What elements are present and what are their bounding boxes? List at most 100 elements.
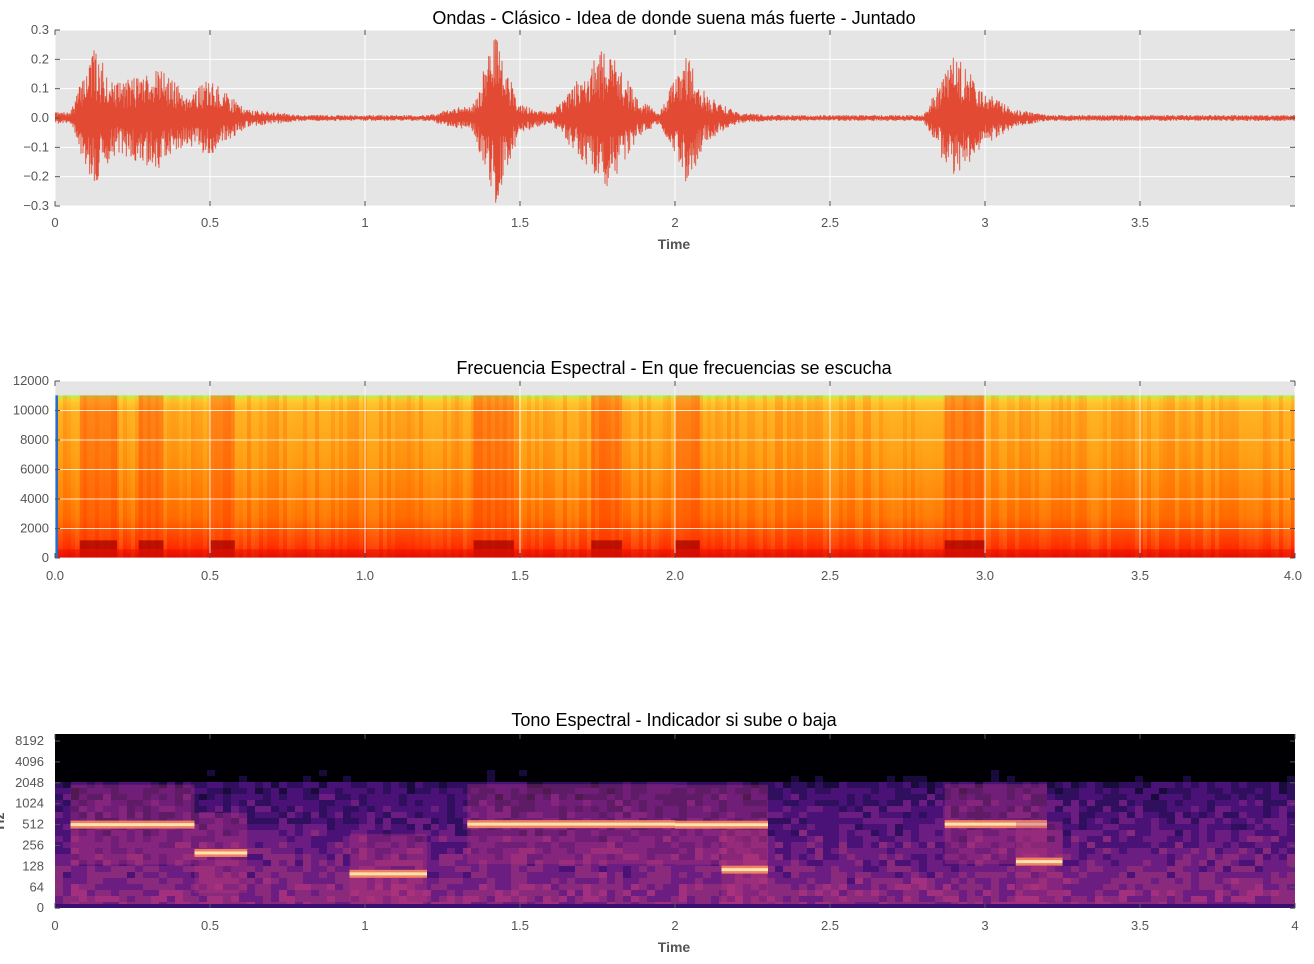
tone-cell — [263, 860, 271, 866]
tone-cell — [87, 848, 95, 854]
tone-cell — [1047, 878, 1055, 884]
tone-cell — [583, 878, 591, 884]
tone-cell — [119, 890, 127, 896]
tone-cell — [1207, 800, 1215, 806]
tone-cell — [247, 866, 255, 872]
spectrogram-column — [919, 395, 923, 558]
tone-cell — [999, 854, 1007, 860]
tone-cell — [975, 896, 983, 902]
tone-cell — [783, 860, 791, 866]
tone-cell — [847, 848, 855, 854]
tone-cell — [1255, 794, 1263, 800]
tone-cell — [287, 872, 295, 878]
tone-cell — [447, 830, 455, 836]
tone-cell — [703, 896, 711, 902]
tone-cell — [295, 854, 303, 860]
tone-cell — [207, 842, 215, 848]
tone-cell — [167, 866, 175, 872]
tone-cell — [503, 866, 511, 872]
spectrogram-column — [775, 395, 779, 558]
spectrogram-column — [131, 395, 135, 558]
tone-cell — [391, 788, 399, 794]
tone-cell — [63, 854, 71, 860]
tone-cell — [1103, 860, 1111, 866]
tone-cell — [903, 788, 911, 794]
tone-cell — [607, 836, 615, 842]
tone-cell — [1095, 896, 1103, 902]
spectrogram-column — [1059, 395, 1063, 558]
tone-cell — [567, 830, 575, 836]
tone-cell — [319, 824, 327, 830]
spectrogram-column — [1067, 395, 1071, 558]
spectrogram-column — [831, 395, 835, 558]
tone-cell — [439, 782, 447, 788]
tone-cell — [335, 866, 343, 872]
tone-cell — [599, 890, 607, 896]
spectrogram-column — [679, 395, 683, 558]
tone-cell — [1047, 836, 1055, 842]
tone-cell — [1119, 848, 1127, 854]
tone-cell — [487, 800, 495, 806]
tone-cell — [55, 794, 63, 800]
tone-cell — [415, 782, 423, 788]
spectrogram-column — [163, 395, 167, 558]
tone-cell — [1191, 788, 1199, 794]
tone-cell — [1263, 830, 1271, 836]
tone-cell — [263, 836, 271, 842]
tone-cell — [1047, 890, 1055, 896]
tone-cell — [159, 806, 167, 812]
spectrogram-column — [1015, 395, 1019, 558]
tone-cell — [511, 878, 519, 884]
tone-cell — [439, 824, 447, 830]
tone-cell — [271, 860, 279, 866]
spectrogram-column — [87, 395, 91, 558]
tone-cell — [1191, 818, 1199, 824]
tone-cell — [135, 872, 143, 878]
spectrogram-column — [795, 395, 799, 558]
spectrogram-column — [315, 395, 319, 558]
tone-cell — [887, 872, 895, 878]
tone-cell — [1255, 806, 1263, 812]
tone-cell — [911, 812, 919, 818]
tone-cell — [1031, 800, 1039, 806]
tone-cell — [543, 842, 551, 848]
tone-cell — [543, 848, 551, 854]
tone-cell — [615, 854, 623, 860]
spectrogram-column — [1199, 395, 1203, 558]
tone-cell — [487, 890, 495, 896]
y-tick-label: 6000 — [20, 462, 49, 477]
tone-cell — [1279, 896, 1287, 902]
tone-cell — [127, 872, 135, 878]
tone-cell — [1199, 842, 1207, 848]
tone-cell — [1151, 782, 1159, 788]
tone-cell — [991, 812, 999, 818]
tone-cell — [743, 860, 751, 866]
spectrogram-column — [135, 395, 139, 558]
tone-cell — [967, 788, 975, 794]
tone-cell — [1079, 854, 1087, 860]
tone-cell — [1039, 884, 1047, 890]
tone-cell — [95, 800, 103, 806]
tone-cell — [1175, 812, 1183, 818]
tone-cell — [335, 782, 343, 788]
tone-cell — [1103, 812, 1111, 818]
tone-cell — [839, 866, 847, 872]
tone-cell — [279, 794, 287, 800]
tone-cell — [855, 818, 863, 824]
tone-cell — [959, 788, 967, 794]
tone-cell — [391, 800, 399, 806]
tone-cell — [327, 788, 335, 794]
tone-cell — [295, 818, 303, 824]
tone-cell — [487, 860, 495, 866]
tone-cell — [767, 824, 775, 830]
tone-cell — [647, 812, 655, 818]
tone-cell — [1047, 872, 1055, 878]
tone-cell — [143, 812, 151, 818]
tone-cell — [119, 878, 127, 884]
tone-cell — [367, 884, 375, 890]
tone-cell — [783, 830, 791, 836]
tone-cell — [887, 782, 895, 788]
spectrogram-column — [383, 395, 387, 558]
tone-cell — [191, 884, 199, 890]
tone-cell — [495, 788, 503, 794]
